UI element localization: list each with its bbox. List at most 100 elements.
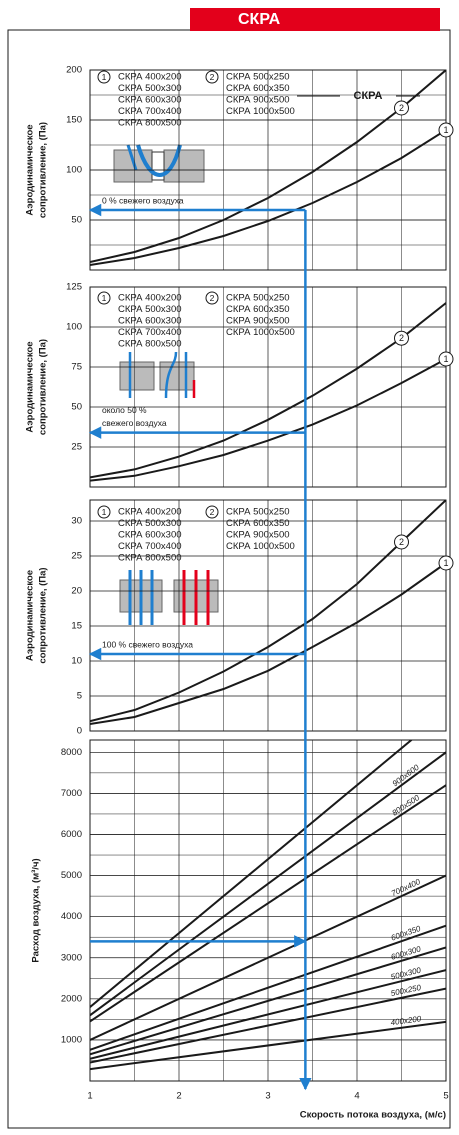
legend-model: СКРА 900x500 [226, 530, 290, 541]
legend-marker [97, 505, 111, 519]
legend-number: 2 [210, 72, 215, 82]
curve [90, 302, 446, 479]
plot-frame [89, 69, 447, 271]
curve [90, 874, 446, 1041]
x-axis-label: Скорость потока воздуха, (м/с) [300, 1110, 446, 1121]
y-tick-label: 2000 [61, 993, 82, 1004]
y-tick-label: 5000 [61, 870, 82, 881]
plot-frame [89, 499, 447, 732]
y-axis-label: Аэродинамическое [25, 124, 36, 215]
y-axis-label: Аэродинамическое [25, 570, 36, 661]
legend-model: СКРА 800x500 [118, 118, 182, 129]
legend-model: СКРА 500x250 [226, 72, 290, 83]
y-axis-label: сопротивление, (Па) [38, 567, 49, 663]
header-title: СКРА [238, 11, 281, 28]
curve [90, 969, 446, 1060]
curve [90, 946, 446, 1056]
curve-marker [438, 351, 454, 367]
curve-label: 1 [443, 354, 448, 364]
line-label: 900x600 [391, 763, 421, 789]
line-label: 400x200 [390, 1014, 422, 1027]
legend-number: 2 [210, 507, 215, 517]
x-tick-label: 2 [176, 1091, 181, 1102]
legend-number: 1 [102, 72, 107, 82]
legend-model: СКРА 400x200 [118, 72, 182, 83]
curve-label: 2 [399, 333, 404, 343]
legend-marker [97, 291, 111, 305]
y-tick-label: 125 [66, 282, 82, 293]
legend-model: СКРА 1000x500 [226, 106, 295, 117]
icon-partial [119, 351, 196, 399]
curve-label: 1 [443, 558, 448, 568]
legend-model: СКРА 900x500 [226, 95, 290, 106]
curve-marker [394, 330, 409, 346]
plot-frame [89, 739, 447, 1082]
legend-marker [205, 70, 219, 84]
y-axis-label: сопротивление, (Па) [38, 339, 49, 435]
y-tick-label: 30 [71, 516, 82, 527]
legend-model: СКРА 700x400 [118, 541, 182, 552]
y-tick-label: 200 [66, 65, 82, 76]
legend-model: СКРА 400x200 [118, 507, 182, 518]
legend-model: СКРА 500x250 [226, 507, 290, 518]
legend-model: СКРА 500x300 [118, 83, 182, 94]
line-label: 500x250 [390, 983, 422, 998]
curve [90, 129, 446, 266]
note: 0 % свежего воздуха [102, 195, 184, 205]
y-tick-label: 75 [71, 362, 82, 373]
legend-model: СКРА 900x500 [226, 316, 290, 327]
x-tick-label: 1 [87, 1091, 92, 1102]
x-tick-label: 4 [354, 1091, 359, 1102]
annotation: СКРА [354, 90, 383, 102]
curve-marker [394, 534, 409, 550]
curve [90, 924, 446, 1051]
curve-label: 1 [443, 125, 448, 135]
curve [90, 500, 446, 723]
y-tick-label: 8000 [61, 747, 82, 758]
x-tick-label: 3 [265, 1091, 270, 1102]
legend-number: 2 [210, 293, 215, 303]
curve [90, 1020, 446, 1071]
legend-model: СКРА 1000x500 [226, 327, 295, 338]
y-tick-label: 1000 [61, 1034, 82, 1045]
legend-model: СКРА 600x350 [226, 518, 290, 529]
curve [90, 740, 413, 1008]
y-tick-label: 3000 [61, 952, 82, 963]
curves [90, 70, 446, 266]
y-tick-label: 4000 [61, 911, 82, 922]
y-tick-label: 100 [66, 322, 82, 333]
curve-label: 2 [399, 103, 404, 113]
curve [90, 70, 446, 263]
icon-fresh-air [119, 570, 219, 625]
y-tick-label: 15 [71, 621, 82, 632]
legend-model: СКРА 800x500 [118, 339, 182, 350]
frame [7, 29, 451, 1129]
icon-recirculation [113, 144, 205, 183]
curve [90, 987, 446, 1064]
y-tick-label: 25 [71, 442, 82, 453]
legend-model: СКРА 400x200 [118, 293, 182, 304]
curve-marker [438, 555, 454, 571]
curves [90, 500, 446, 725]
y-tick-label: 20 [71, 586, 82, 597]
legend-model: СКРА 600x300 [118, 95, 182, 106]
legend-model: СКРА 600x300 [118, 316, 182, 327]
curves [90, 740, 446, 1071]
curves [90, 302, 446, 482]
y-tick-label: 25 [71, 551, 82, 562]
y-tick-label: 5 [77, 691, 82, 702]
note: 100 % свежего воздуха [102, 639, 193, 649]
y-axis-label: Расход воздуха, (м³/ч) [31, 858, 42, 962]
legend-model: СКРА 500x250 [226, 293, 290, 304]
legend-model: СКРА 500x300 [118, 518, 182, 529]
legend-model: СКРА 800x500 [118, 553, 182, 564]
legend-model: СКРА 600x300 [118, 530, 182, 541]
plot-frame [89, 286, 447, 488]
legend-marker [205, 291, 219, 305]
legend-model: СКРА 1000x500 [226, 541, 295, 552]
note: свежего воздуха [102, 418, 167, 428]
y-axis-label: Аэродинамическое [25, 341, 36, 432]
y-tick-label: 50 [71, 215, 82, 226]
y-tick-label: 150 [66, 115, 82, 126]
